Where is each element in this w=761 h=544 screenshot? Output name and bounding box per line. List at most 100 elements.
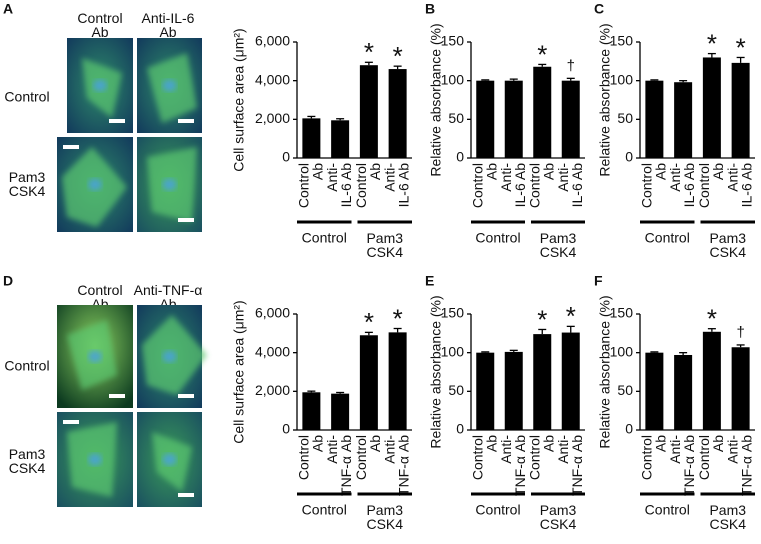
significance-mark: * xyxy=(364,307,374,337)
y-tick-label: 150 xyxy=(610,305,634,321)
x-tick-label: Anti-TNF-α Ab xyxy=(554,435,584,496)
bar xyxy=(702,331,721,430)
x-tick-label: ControlAb xyxy=(696,435,726,480)
bar xyxy=(388,69,407,158)
y-tick-label: 100 xyxy=(441,343,465,359)
bar xyxy=(504,351,523,430)
bar xyxy=(302,392,321,430)
x-tick-label: Anti-IL-6 Ab xyxy=(497,163,527,208)
nucleus xyxy=(162,350,177,363)
bar xyxy=(476,352,495,430)
x-tick-label: ControlAb xyxy=(295,435,325,480)
column-header: Anti-IL-6 Ab xyxy=(142,10,195,40)
group-label: Control xyxy=(302,230,347,246)
y-tick-label: 150 xyxy=(441,33,465,49)
scale-bar xyxy=(178,493,194,497)
group-label: Control xyxy=(645,502,690,518)
nucleus xyxy=(162,178,177,191)
x-tick-label: ControlAb xyxy=(638,163,668,208)
bar xyxy=(504,80,523,158)
row-label: Pam3 CSK4 xyxy=(9,169,46,199)
y-tick-label: 0 xyxy=(625,149,633,165)
significance-mark: * xyxy=(393,41,403,71)
x-tick-label: Anti-IL-6 Ab xyxy=(667,163,697,208)
y-tick-label: 100 xyxy=(610,71,634,87)
group-label: Pam3 CSK4 xyxy=(540,502,577,532)
y-tick-label: 150 xyxy=(441,305,465,321)
row-label: Control xyxy=(4,89,49,105)
x-tick-label: ControlAb xyxy=(469,435,499,480)
y-tick-label: 2,000 xyxy=(255,110,290,126)
bar xyxy=(359,65,378,158)
x-tick-label: Anti-TNF-α Ab xyxy=(497,435,527,496)
y-tick-label: 50 xyxy=(448,382,464,398)
significance-mark: * xyxy=(537,304,547,334)
group-label: Pam3 CSK4 xyxy=(366,502,403,532)
significance-mark: † xyxy=(567,57,575,74)
y-tick-label: 4,000 xyxy=(255,343,290,359)
panel-letter: B xyxy=(425,1,435,17)
x-tick-label: ControlAb xyxy=(295,163,325,208)
y-tick-label: 0 xyxy=(282,149,290,165)
y-axis-label: Cell surface area (μm²) xyxy=(231,300,247,443)
y-tick-label: 0 xyxy=(625,421,633,437)
y-tick-label: 50 xyxy=(448,110,464,126)
significance-mark: † xyxy=(736,324,744,341)
micrograph xyxy=(137,137,202,232)
micrograph xyxy=(137,412,202,507)
significance-mark: * xyxy=(707,28,717,58)
nucleus xyxy=(88,453,102,466)
scale-bar xyxy=(178,218,194,222)
micrograph xyxy=(57,137,133,232)
scale-bar xyxy=(178,394,194,398)
scale-bar xyxy=(109,119,125,123)
nucleus xyxy=(88,350,102,363)
significance-mark: * xyxy=(566,301,576,331)
y-axis-label: Cell surface area (μm²) xyxy=(231,28,247,171)
y-axis-label: Relative absorbance (%) xyxy=(597,23,613,176)
bar xyxy=(702,57,721,158)
x-tick-label: ControlAb xyxy=(469,163,499,208)
x-tick-label: Anti-TNF-α Ab xyxy=(324,435,354,496)
y-axis-label: Relative absorbance (%) xyxy=(428,23,444,176)
y-tick-label: 100 xyxy=(441,71,465,87)
x-tick-label: ControlAb xyxy=(526,435,556,480)
scale-bar xyxy=(109,394,125,398)
bar xyxy=(302,118,321,158)
bar xyxy=(561,332,580,430)
x-tick-label: Anti-TNF-α Ab xyxy=(724,435,754,496)
y-tick-label: 2,000 xyxy=(255,382,290,398)
group-label: Control xyxy=(645,230,690,246)
micrograph xyxy=(57,412,133,507)
significance-mark: * xyxy=(707,304,717,334)
y-tick-label: 100 xyxy=(610,343,634,359)
bar xyxy=(533,66,552,158)
bar xyxy=(674,82,693,158)
row-label: Pam3 CSK4 xyxy=(9,446,46,476)
nucleus xyxy=(162,79,177,92)
nucleus xyxy=(162,453,177,466)
scale-bar xyxy=(63,145,79,149)
x-tick-label: Anti-IL-6 Ab xyxy=(381,163,411,208)
x-tick-label: ControlAb xyxy=(526,163,556,208)
x-tick-label: ControlAb xyxy=(353,163,383,208)
bar xyxy=(388,332,407,430)
y-tick-label: 150 xyxy=(610,33,634,49)
micrograph xyxy=(137,38,202,133)
bar xyxy=(731,62,750,158)
x-tick-label: ControlAb xyxy=(353,435,383,480)
y-tick-label: 0 xyxy=(456,421,464,437)
bar xyxy=(331,393,350,430)
significance-mark: * xyxy=(364,37,374,67)
bar xyxy=(533,334,552,430)
group-label: Control xyxy=(302,502,347,518)
x-tick-label: Anti-TNF-α Ab xyxy=(381,435,411,496)
scale-bar xyxy=(178,119,194,123)
micrograph xyxy=(67,38,133,133)
y-tick-label: 0 xyxy=(282,421,290,437)
scale-bar xyxy=(63,420,79,424)
bar xyxy=(476,80,495,158)
bar xyxy=(331,120,350,158)
y-tick-label: 6,000 xyxy=(255,305,290,321)
